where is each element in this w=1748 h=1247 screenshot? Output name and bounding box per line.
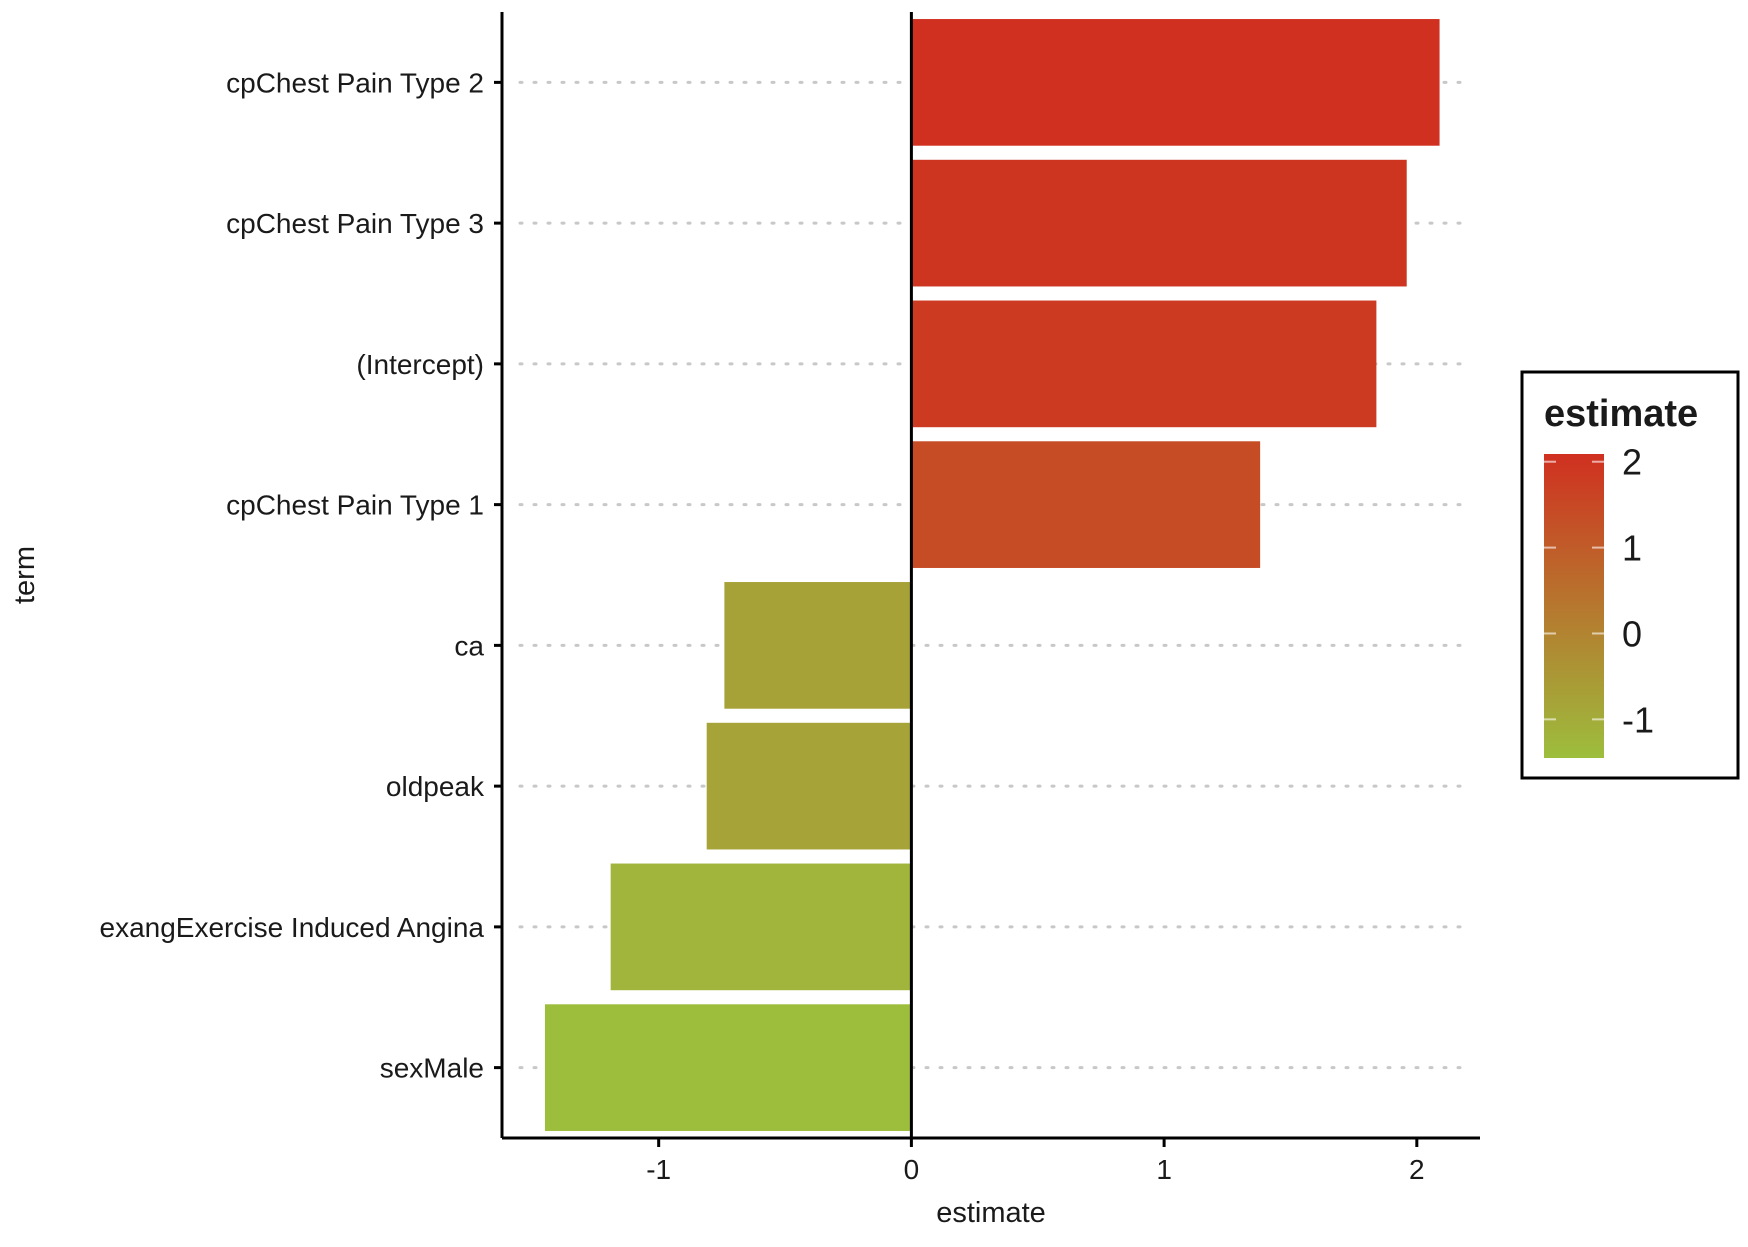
axes bbox=[500, 12, 1480, 1140]
legend: estimate 2 1 0 -1 bbox=[1520, 370, 1740, 780]
y-tick-label: (Intercept) bbox=[356, 349, 484, 380]
bar bbox=[706, 722, 912, 850]
y-tick-label: cpChest Pain Type 1 bbox=[226, 490, 484, 521]
legend-title: estimate bbox=[1544, 393, 1698, 435]
y-tick-label: sexMale bbox=[380, 1053, 484, 1084]
legend-ticks: 2 1 0 -1 bbox=[1544, 442, 1654, 740]
bar bbox=[911, 300, 1377, 428]
bar bbox=[610, 863, 912, 991]
y-axis-title: term bbox=[9, 546, 41, 604]
bar bbox=[911, 159, 1407, 287]
y-tick-label: ca bbox=[454, 630, 484, 661]
legend-tick-label: 2 bbox=[1622, 442, 1642, 483]
legend-tick-label: 1 bbox=[1622, 528, 1642, 569]
legend-tick-label: -1 bbox=[1622, 699, 1654, 740]
legend-colorbar bbox=[1544, 454, 1604, 758]
bar bbox=[911, 441, 1261, 568]
y-tick-label: cpChest Pain Type 2 bbox=[226, 67, 484, 98]
y-tick-label: oldpeak bbox=[386, 771, 485, 802]
x-tick-label: -1 bbox=[646, 1154, 671, 1185]
x-axis-title: estimate bbox=[936, 1197, 1046, 1229]
x-tick-label: 1 bbox=[1156, 1154, 1172, 1185]
bar bbox=[544, 1004, 912, 1131]
y-tick-label: exangExercise Induced Angina bbox=[100, 912, 485, 943]
x-ticks: -1 0 1 2 bbox=[646, 1138, 1425, 1185]
bars bbox=[544, 19, 1440, 1131]
x-tick-label: 0 bbox=[904, 1154, 920, 1185]
bar bbox=[911, 19, 1440, 146]
y-ticks: cpChest Pain Type 2 cpChest Pain Type 3 (I… bbox=[100, 67, 502, 1084]
x-tick-label: 2 bbox=[1409, 1154, 1425, 1185]
legend-tick-label: 0 bbox=[1622, 613, 1642, 654]
bar bbox=[724, 582, 912, 709]
y-tick-label: cpChest Pain Type 3 bbox=[226, 208, 484, 239]
